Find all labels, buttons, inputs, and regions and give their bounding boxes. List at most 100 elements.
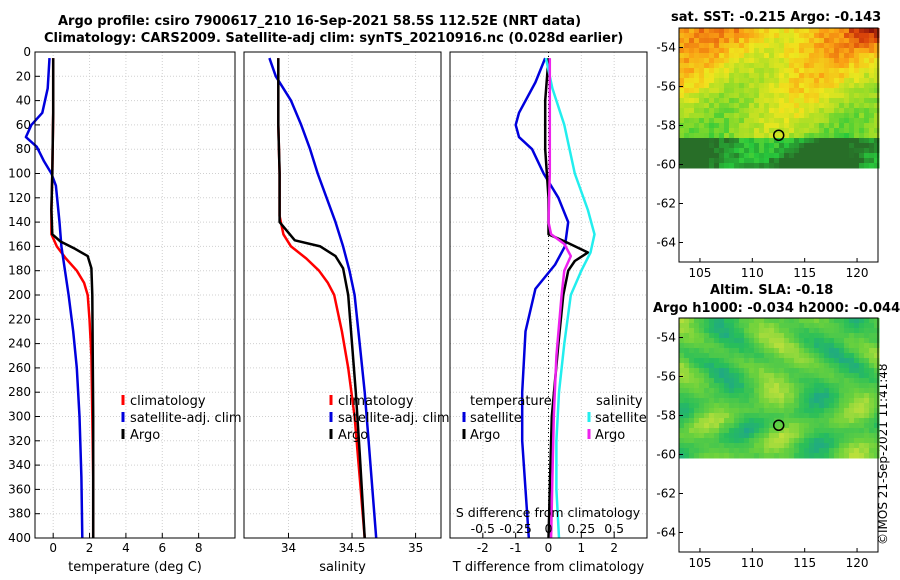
sla-map-cell: [684, 388, 690, 394]
sst-map-cell: [759, 53, 765, 59]
sla-map-cell: [714, 318, 720, 324]
sst-map-cell: [849, 128, 855, 134]
sst-map-cell: [794, 108, 800, 114]
sst-map-cell: [754, 163, 760, 169]
sst-map-cell: [724, 138, 730, 144]
sst-map-cell: [834, 118, 840, 124]
sla-map-cell: [804, 453, 810, 459]
sst-map-cell: [724, 163, 730, 169]
sst-map-cell: [689, 93, 695, 99]
sst-map-cell: [864, 88, 870, 94]
sst-map-cell: [704, 118, 710, 124]
sst-map-cell: [869, 133, 875, 139]
sla-map-cell: [874, 428, 880, 434]
sla-map-cell: [779, 403, 785, 409]
sla-map-cell: [709, 438, 715, 444]
sla-map-cell: [704, 428, 710, 434]
diff-line-temperature-satellite: [514, 57, 570, 539]
sla-map-cell: [754, 423, 760, 429]
sla-map-cell: [859, 423, 865, 429]
sst-map-cell: [874, 63, 880, 69]
sst-map-cell: [829, 148, 835, 154]
sst-map-cell: [864, 103, 870, 109]
sla-map-cell: [859, 328, 865, 334]
sst-map-cell: [709, 123, 715, 129]
sla-map-cell: [839, 318, 845, 324]
sst-map-cell: [754, 118, 760, 124]
sst-map-cell: [744, 48, 750, 54]
sla-map-cell: [719, 428, 725, 434]
sla-map-cell: [774, 448, 780, 454]
sla-map-cell: [739, 333, 745, 339]
sst-map-cell: [694, 53, 700, 59]
sst-map-cell: [874, 158, 880, 164]
sst-map-cell: [869, 108, 875, 114]
sst-map-cell: [854, 158, 860, 164]
sla-map-cell: [874, 418, 880, 424]
sst-map-cell: [789, 133, 795, 139]
sst-map-cell: [874, 163, 880, 169]
sst-map-cell: [839, 33, 845, 39]
sst-map-cell: [864, 68, 870, 74]
sla-map-cell: [704, 358, 710, 364]
sla-map-cell: [749, 418, 755, 424]
sla-map-cell: [809, 408, 815, 414]
sst-map-cell: [864, 93, 870, 99]
sla-map-cell: [729, 328, 735, 334]
sst-map-cell: [829, 43, 835, 49]
sst-map-cell: [699, 118, 705, 124]
sst-map-cell: [794, 148, 800, 154]
sla-map-cell: [789, 378, 795, 384]
sst-map-cell: [864, 73, 870, 79]
sla-map-cell: [869, 438, 875, 444]
sst-map-cell: [749, 153, 755, 159]
sst-map-cell: [874, 128, 880, 134]
sst-map-cell: [824, 143, 830, 149]
sst-map-cell: [844, 153, 850, 159]
sst-map-cell: [684, 123, 690, 129]
sst-map-cell: [724, 28, 730, 34]
sst-map-cell: [789, 28, 795, 34]
sla-map-cell: [694, 333, 700, 339]
sst-map-cell: [854, 148, 860, 154]
sst-map-cell: [714, 123, 720, 129]
sla-map-cell: [694, 413, 700, 419]
sst-map-cell: [869, 118, 875, 124]
sst-map-cell: [804, 113, 810, 119]
ytick-label: 40: [16, 94, 31, 108]
sla-map-ytick-label: -64: [656, 526, 676, 540]
sla-map-cell: [864, 453, 870, 459]
sla-map-cell: [709, 428, 715, 434]
sla-map-cell: [829, 403, 835, 409]
ytick-label: 320: [8, 434, 31, 448]
sst-map-cell: [794, 33, 800, 39]
sst-map-cell: [709, 133, 715, 139]
sla-map-cell: [764, 378, 770, 384]
sla-map-cell: [724, 453, 730, 459]
sst-map-cell: [784, 143, 790, 149]
sla-map-cell: [724, 318, 730, 324]
sst-map-cell: [699, 43, 705, 49]
sla-map-cell: [764, 363, 770, 369]
sst-map-cell: [694, 73, 700, 79]
sst-map-cell: [824, 78, 830, 84]
sla-map-cell: [734, 318, 740, 324]
sst-map-cell: [789, 73, 795, 79]
sla-map-cell: [799, 408, 805, 414]
sla-map-cell: [819, 433, 825, 439]
sla-map-cell: [734, 408, 740, 414]
sla-map-cell: [759, 438, 765, 444]
sla-map-cell: [744, 388, 750, 394]
sst-map-cell: [779, 138, 785, 144]
sst-map-cell: [744, 163, 750, 169]
sst-map-cell: [694, 93, 700, 99]
sst-map-cell: [794, 28, 800, 34]
sla-map-cell: [784, 343, 790, 349]
sst-map-cell: [834, 43, 840, 49]
sst-map-cell: [829, 38, 835, 44]
sla-map-cell: [824, 433, 830, 439]
sst-map-cell: [829, 118, 835, 124]
sst-map-cell: [794, 153, 800, 159]
sla-map-cell: [749, 383, 755, 389]
sla-map-cell: [679, 343, 685, 349]
